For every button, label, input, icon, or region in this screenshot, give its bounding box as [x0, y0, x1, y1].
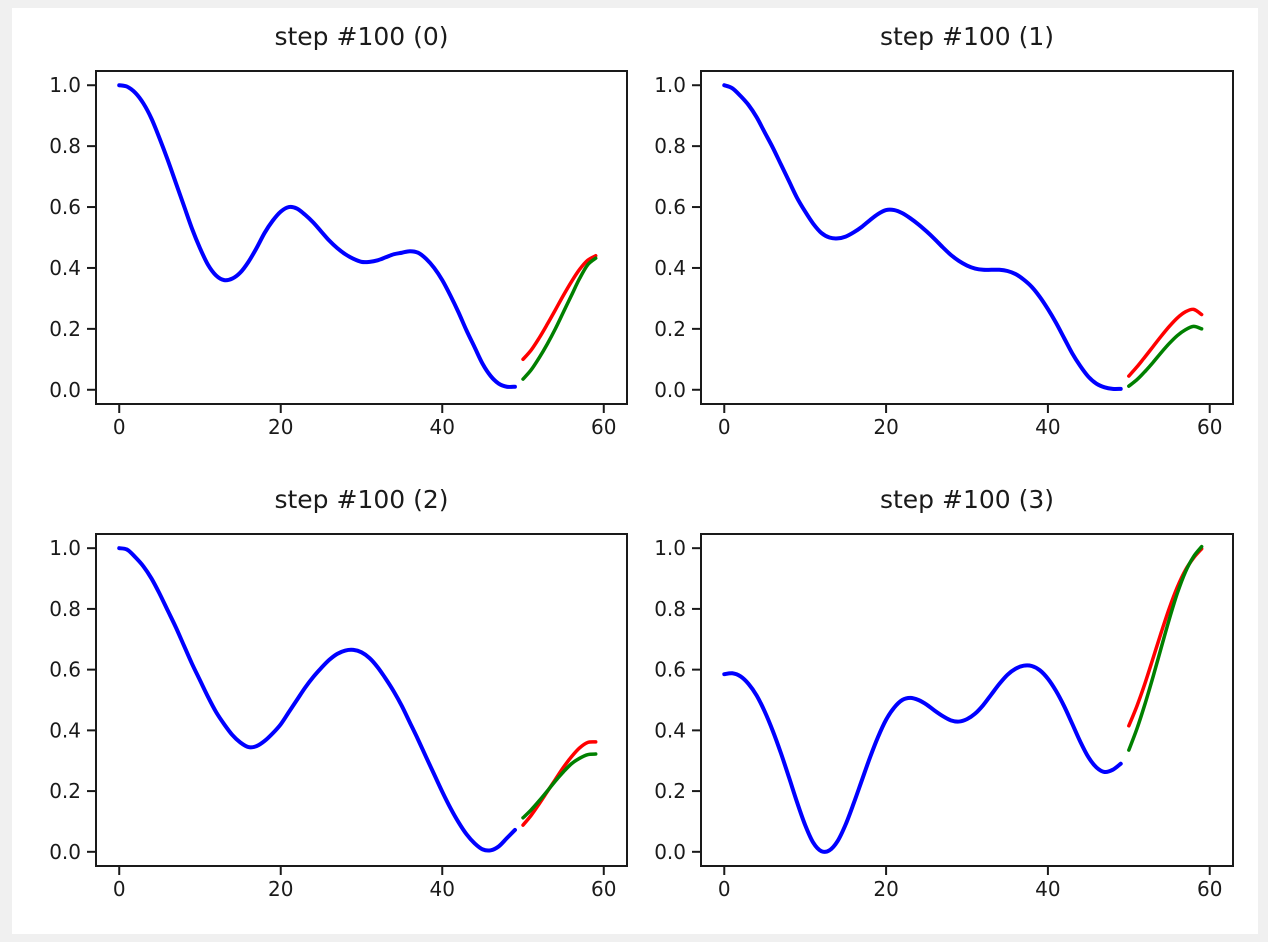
- subplot-1-title: step #100 (1): [879, 22, 1055, 51]
- curve-red-line: [1127, 307, 1204, 378]
- y-axis-tick-label: 0.6: [49, 195, 81, 219]
- curve-green-line: [1127, 544, 1204, 752]
- curve-green-line: [521, 256, 598, 381]
- curve-red-line: [521, 254, 598, 362]
- x-axis-tick-label: 0: [718, 415, 731, 439]
- axes-spines: [700, 70, 1234, 405]
- x-axis-tick-label: 0: [113, 415, 126, 439]
- axes-spines: [700, 533, 1234, 867]
- y-axis-tick-label: 0.6: [654, 195, 686, 219]
- x-axis-tick-label: 20: [873, 877, 898, 901]
- y-axis-tick-label: 1.0: [654, 536, 686, 560]
- y-axis-tick-label: 0.2: [654, 779, 686, 803]
- subplot-3-plot-area: 0 20 40 60 0.0 0.2 0.4 0.6 0.8 1.0: [654, 533, 1234, 901]
- y-axis-tick-label: 0.8: [49, 597, 81, 621]
- x-axis-tick-label: 60: [591, 415, 616, 439]
- subplot-0: step #100 (0) 0 20 40 60 0.0 0.2 0.4 0.6 0.8 1.0: [49, 22, 628, 439]
- curve-red-line: [521, 740, 598, 827]
- y-axis-tick-label: 0.8: [49, 134, 81, 158]
- y-axis-tick-label: 0.0: [654, 840, 686, 864]
- y-axis-tick-label: 0.6: [49, 658, 81, 682]
- y-axis-tick-label: 0.4: [654, 256, 686, 280]
- subplot-2-plot-area: 0 20 40 60 0.0 0.2 0.4 0.6 0.8 1.0: [49, 533, 628, 901]
- y-axis-tick-label: 0.8: [654, 597, 686, 621]
- y-axis-tick-label: 0.4: [49, 718, 81, 742]
- x-axis-tick-label: 20: [268, 877, 293, 901]
- curve-blue-line: [117, 83, 517, 389]
- y-axis-tick-label: 0.0: [49, 840, 81, 864]
- y-axis-tick-label: 1.0: [654, 73, 686, 97]
- x-axis-tick-label: 40: [1035, 415, 1060, 439]
- y-axis-tick-label: 0.2: [654, 317, 686, 341]
- y-axis-tick-label: 0.4: [654, 718, 686, 742]
- x-axis-tick-label: 0: [113, 877, 126, 901]
- subplot-2-title: step #100 (2): [274, 485, 449, 514]
- y-axis-tick-label: 0.2: [49, 317, 81, 341]
- x-axis-tick-label: 20: [873, 415, 898, 439]
- y-axis-tick-label: 0.0: [49, 378, 81, 402]
- subplot-0-title: step #100 (0): [274, 22, 449, 51]
- subplot-1-plot-area: 0 20 40 60 0.0 0.2 0.4 0.6 0.8 1.0: [654, 70, 1234, 439]
- x-axis-tick-label: 60: [1197, 877, 1222, 901]
- y-axis-tick-label: 0.6: [654, 658, 686, 682]
- subplot-3: step #100 (3) 0 20 40 60 0.0 0.2 0.4 0.6 0.8 1.0: [654, 485, 1234, 901]
- y-axis-tick-label: 0.4: [49, 256, 81, 280]
- y-axis-tick-label: 1.0: [49, 73, 81, 97]
- curve-green-line: [1127, 324, 1204, 388]
- figure-canvas: step #100 (0) 0 20 40 60 0.0 0.2 0.4 0.6 0.8 1.0 …: [12, 8, 1258, 934]
- y-axis-tick-label: 0.2: [49, 779, 81, 803]
- y-axis-tick-label: 1.0: [49, 536, 81, 560]
- subplot-3-title: step #100 (3): [879, 485, 1055, 514]
- axes-spines: [95, 533, 628, 867]
- subplot-1: step #100 (1) 0 20 40 60 0.0 0.2 0.4 0.6 0.8 1.0: [654, 22, 1234, 439]
- curve-blue-line: [722, 663, 1123, 854]
- x-axis-tick-label: 0: [718, 877, 731, 901]
- x-axis-tick-label: 40: [1035, 877, 1060, 901]
- x-axis-tick-label: 20: [268, 415, 293, 439]
- axes-spines: [95, 70, 628, 405]
- curve-green-line: [521, 752, 598, 820]
- x-axis-tick-label: 60: [1197, 415, 1222, 439]
- subplot-0-plot-area: 0 20 40 60 0.0 0.2 0.4 0.6 0.8 1.0: [49, 70, 628, 439]
- subplot-2: step #100 (2) 0 20 40 60 0.0 0.2 0.4 0.6 0.8 1.0: [49, 485, 628, 901]
- x-axis-tick-label: 40: [430, 415, 455, 439]
- y-axis-tick-label: 0.0: [654, 378, 686, 402]
- x-axis-tick-label: 60: [591, 877, 616, 901]
- curve-blue-line: [117, 546, 517, 853]
- y-axis-tick-label: 0.8: [654, 134, 686, 158]
- curve-blue-line: [722, 83, 1123, 391]
- x-axis-tick-label: 40: [430, 877, 455, 901]
